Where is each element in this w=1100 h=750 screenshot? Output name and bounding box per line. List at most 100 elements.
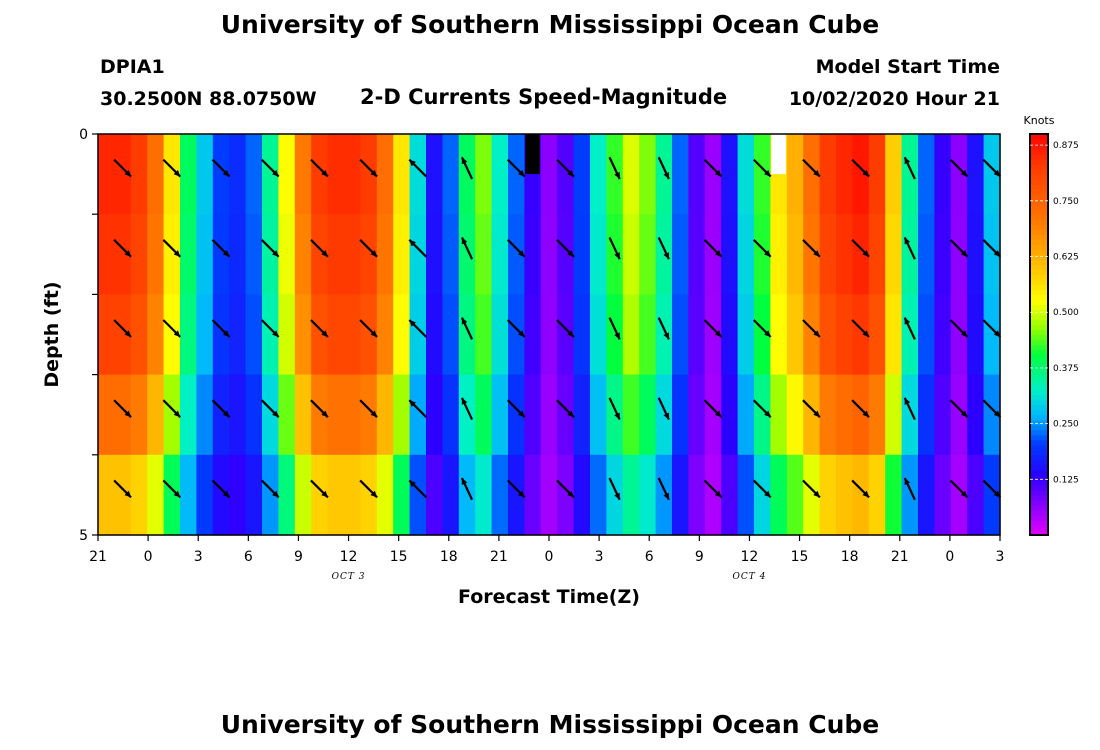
current-arrow	[982, 319, 1002, 338]
heatmap-cell	[278, 454, 296, 536]
x-tick-label: 21	[89, 549, 107, 565]
current-arrow	[359, 479, 378, 499]
heatmap-cell	[868, 294, 886, 376]
heatmap-cell	[163, 214, 181, 295]
colorbar-segment	[1030, 324, 1048, 331]
heatmap-cell	[426, 374, 443, 456]
heatmap-cell	[163, 454, 181, 536]
current-arrow	[506, 479, 526, 499]
heatmap-cell	[147, 374, 165, 456]
heatmap-cell	[114, 374, 132, 456]
heatmap-cell	[836, 134, 853, 215]
colorbar-segment	[1030, 179, 1048, 185]
heatmap-cell	[311, 374, 329, 456]
current-arrow	[703, 158, 723, 178]
heatmap-cell	[704, 454, 722, 536]
heatmap-cell	[262, 214, 279, 295]
heatmap-cell	[950, 134, 968, 215]
current-arrow	[608, 156, 621, 180]
heatmap-cell	[803, 454, 821, 536]
current-arrow	[506, 319, 526, 338]
heatmap-cell	[344, 134, 361, 215]
colorbar-tick-label: 0.125	[1053, 475, 1079, 485]
heatmap-cell	[212, 214, 230, 295]
heatmap-cell	[786, 294, 804, 376]
heatmap-cell	[672, 294, 689, 376]
heatmap-cell	[918, 374, 935, 456]
heatmap-cell	[409, 214, 427, 295]
heatmap-cell	[180, 374, 197, 456]
heatmap-cell	[754, 134, 771, 215]
current-arrow	[162, 479, 182, 499]
heatmap-cell	[885, 374, 903, 456]
heatmap-cell	[672, 214, 689, 295]
heatmap-cell	[491, 374, 509, 456]
heatmap-cell	[540, 294, 558, 376]
colorbar-tick-label: 0.750	[1053, 197, 1079, 207]
heatmap-cell	[590, 374, 607, 456]
heatmap-cell	[458, 214, 476, 295]
heatmap-cell	[114, 134, 132, 215]
current-arrow	[903, 156, 916, 180]
heatmap-cell	[573, 134, 591, 215]
current-arrow	[260, 319, 280, 338]
colorbar-segment	[1030, 424, 1048, 431]
heatmap-cell	[196, 294, 214, 376]
current-arrow	[657, 156, 670, 180]
heatmap-cell	[934, 294, 952, 376]
colorbar-segment	[1030, 299, 1048, 306]
heatmap-cell	[934, 374, 952, 456]
heatmap-cell	[426, 134, 443, 215]
current-arrow	[949, 319, 969, 338]
heatmap-cell	[950, 454, 968, 536]
y-tick-label: 5	[79, 528, 88, 544]
colorbar-segment	[1030, 494, 1048, 501]
heatmap-cell	[376, 294, 394, 376]
current-arrow	[211, 319, 231, 338]
colorbar-segment	[1030, 409, 1048, 416]
heatmap-cell	[803, 374, 821, 456]
heatmap-cell	[819, 294, 837, 376]
current-arrow	[752, 399, 772, 418]
heatmap-cell	[229, 214, 247, 295]
current-arrow	[162, 399, 182, 418]
colorbar-segment	[1030, 154, 1048, 160]
current-arrow	[310, 319, 329, 338]
heatmap-cell	[163, 294, 181, 376]
x-tick-label: 12	[340, 549, 358, 565]
colorbar-segment	[1030, 449, 1048, 456]
current-arrow	[113, 399, 132, 418]
current-arrow	[113, 319, 132, 338]
colorbar-segment	[1030, 314, 1048, 321]
heatmap-cell	[868, 374, 886, 456]
colorbar-segment	[1030, 469, 1048, 476]
colorbar-segment	[1030, 169, 1048, 175]
heatmap-cell	[180, 134, 197, 215]
heatmap-cell	[294, 294, 312, 376]
colorbar-segment	[1030, 479, 1048, 486]
heatmap-cell	[639, 374, 657, 456]
current-arrow	[556, 319, 575, 338]
heatmap-cell	[262, 374, 279, 456]
current-arrow	[506, 239, 526, 258]
heatmap-cell	[573, 454, 591, 536]
y-tick-label: 0	[79, 127, 88, 143]
heatmap-cell	[918, 134, 935, 215]
current-arrow	[162, 158, 182, 178]
heatmap-cell	[803, 134, 821, 215]
heatmap-cell	[458, 134, 476, 215]
x-tick-label: 6	[645, 549, 654, 565]
heatmap-cell	[327, 294, 345, 376]
heatmap-cell	[622, 374, 640, 456]
heatmap-cell	[786, 374, 804, 456]
heatmap-cell	[819, 214, 837, 295]
current-arrow	[211, 158, 231, 178]
heatmap-cell	[98, 214, 115, 295]
current-arrow	[359, 399, 378, 418]
heatmap-cell	[803, 294, 821, 376]
heatmap-cell	[360, 134, 378, 215]
chart-subtitle: 2-D Currents Speed-Magnitude	[360, 85, 728, 109]
colorbar-segment	[1030, 204, 1048, 210]
current-arrow	[506, 158, 526, 178]
heatmap-cell	[754, 294, 771, 376]
